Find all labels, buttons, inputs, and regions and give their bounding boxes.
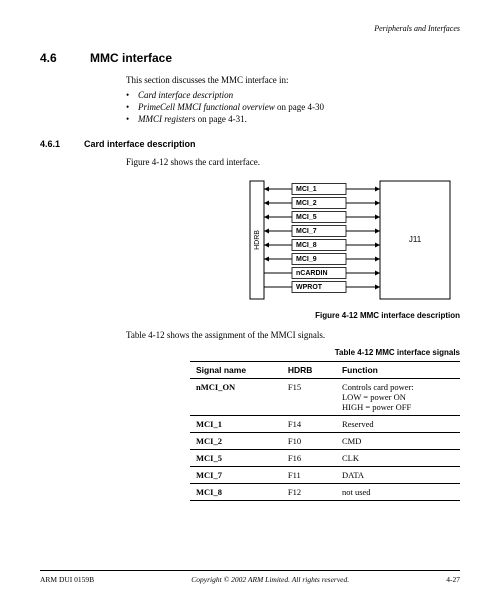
cell-hdrb: F10 — [282, 433, 336, 450]
cell-hdrb: F14 — [282, 416, 336, 433]
diagram-svg: HDRB J11 MCI_1 MCI_2 MCI_5 MCI_7 MCI_8 MCI_9 nCA… — [230, 175, 460, 305]
list-item: PrimeCell MMCI functional overview on pa… — [126, 101, 460, 113]
svg-text:HDRB: HDRB — [254, 230, 261, 250]
section-heading: 4.6 MMC interface — [40, 51, 460, 65]
bullet-list: Card interface description PrimeCell MMC… — [126, 89, 460, 125]
mmc-diagram: HDRB J11 MCI_1 MCI_2 MCI_5 MCI_7 MCI_8 MCI_9 nCA… — [40, 175, 460, 305]
svg-text:MCI_8: MCI_8 — [296, 242, 317, 249]
bullet-text: Card interface description — [138, 90, 233, 100]
cell-hdrb: F15 — [282, 379, 336, 416]
table-header-row: Signal name HDRB Function — [190, 362, 460, 379]
footer-mid: Copyright © 2002 ARM Limited. All rights… — [191, 575, 349, 584]
section-number: 4.6 — [40, 51, 70, 65]
cell-func: CMD — [336, 433, 460, 450]
cell-name: MCI_5 — [190, 450, 282, 467]
table-row: MCI_7F11DATA — [190, 467, 460, 484]
table-row: MCI_1F14Reserved — [190, 416, 460, 433]
cell-hdrb: F16 — [282, 450, 336, 467]
figure-intro: Figure 4-12 shows the card interface. — [126, 157, 460, 167]
cell-name: MCI_8 — [190, 484, 282, 501]
col-signal: Signal name — [190, 362, 282, 379]
svg-text:WPROT: WPROT — [296, 284, 323, 291]
page-ref: on page 4-31. — [195, 114, 247, 124]
svg-text:MCI_1: MCI_1 — [296, 186, 317, 193]
svg-text:MCI_7: MCI_7 — [296, 228, 317, 235]
intro-text: This section discusses the MMC interface… — [126, 75, 460, 85]
bullet-text: PrimeCell MMCI functional overview — [138, 102, 275, 112]
svg-text:nCARDIN: nCARDIN — [296, 270, 328, 277]
table-row: MCI_2F10CMD — [190, 433, 460, 450]
cell-func: Reserved — [336, 416, 460, 433]
signals-table: Signal name HDRB Function nMCI_ONF15Cont… — [190, 361, 460, 501]
col-hdrb: HDRB — [282, 362, 336, 379]
page-footer: ARM DUI 0159B Copyright © 2002 ARM Limit… — [40, 570, 460, 584]
cell-name: nMCI_ON — [190, 379, 282, 416]
footer-right: 4-27 — [446, 575, 460, 584]
subsection-number: 4.6.1 — [40, 139, 70, 149]
table-row: nMCI_ONF15Controls card power: LOW = pow… — [190, 379, 460, 416]
svg-text:MCI_9: MCI_9 — [296, 256, 317, 263]
list-item: Card interface description — [126, 89, 460, 101]
cell-name: MCI_7 — [190, 467, 282, 484]
table-caption: Table 4-12 MMC interface signals — [40, 348, 460, 357]
page-header-right: Peripherals and Interfaces — [40, 24, 460, 33]
table-row: MCI_8F12not used — [190, 484, 460, 501]
cell-func: DATA — [336, 467, 460, 484]
cell-hdrb: F11 — [282, 467, 336, 484]
footer-left: ARM DUI 0159B — [40, 575, 94, 584]
list-item: MMCI registers on page 4-31. — [126, 113, 460, 125]
cell-func: CLK — [336, 450, 460, 467]
subsection-title: Card interface description — [84, 139, 196, 149]
svg-text:MCI_2: MCI_2 — [296, 200, 317, 207]
table-row: MCI_5F16CLK — [190, 450, 460, 467]
col-func: Function — [336, 362, 460, 379]
svg-text:MCI_5: MCI_5 — [296, 214, 317, 221]
page-ref: on page 4-30 — [275, 102, 324, 112]
section-title: MMC interface — [90, 51, 172, 65]
svg-text:J11: J11 — [409, 236, 422, 245]
cell-func: not used — [336, 484, 460, 501]
cell-name: MCI_2 — [190, 433, 282, 450]
cell-hdrb: F12 — [282, 484, 336, 501]
cell-name: MCI_1 — [190, 416, 282, 433]
bullet-text: MMCI registers — [138, 114, 195, 124]
subsection-heading: 4.6.1 Card interface description — [40, 139, 460, 149]
table-intro: Table 4-12 shows the assignment of the M… — [126, 330, 460, 340]
cell-func: Controls card power: LOW = power ON HIGH… — [336, 379, 460, 416]
figure-caption: Figure 4-12 MMC interface description — [40, 311, 460, 320]
